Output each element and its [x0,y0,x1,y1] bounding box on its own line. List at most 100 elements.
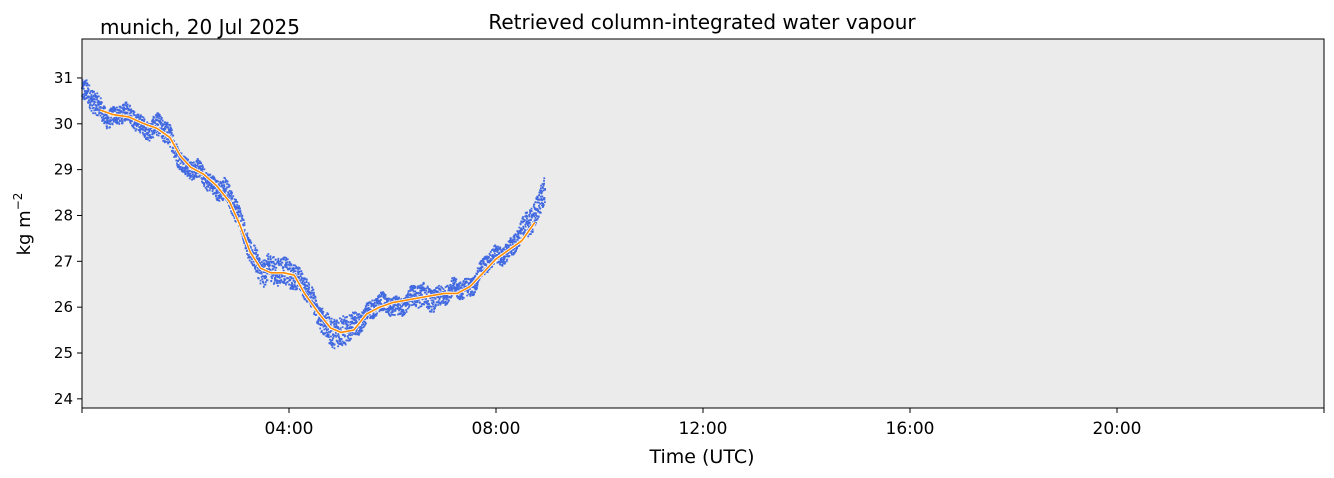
scatter-point [417,286,420,289]
scatter-point [146,121,149,124]
scatter-point [304,283,306,286]
scatter-point [415,294,417,297]
scatter-point [433,289,436,291]
scatter-point [360,327,362,330]
scatter-point [211,185,214,188]
scatter-point [133,122,136,125]
scatter-point [84,94,86,97]
scatter-point [275,279,278,281]
scatter-point [404,312,406,315]
scatter-point [114,120,117,122]
scatter-point [435,304,437,307]
scatter-point [397,313,399,316]
scatter-point [98,103,101,106]
scatter-point [378,310,381,313]
scatter-point [501,264,504,267]
scatter-point [366,302,369,304]
scatter-point [249,256,251,258]
scatter-point [446,302,448,305]
scatter-point [402,310,405,313]
scatter-point [86,92,89,95]
scatter-point [100,116,103,119]
x-axis-ticks: 04:00 08:00 12:00 16:00 20:00 [81,408,1325,439]
scatter-point [405,304,407,307]
scatter-point [252,260,255,263]
scatter-point [92,103,95,106]
scatter-point [453,281,456,284]
scatter-point [502,247,505,250]
scatter-point [268,264,271,267]
scatter-point [538,204,540,207]
scatter-point [91,91,94,94]
scatter-point [90,94,93,96]
scatter-point [389,306,392,309]
scatter-point [242,224,245,227]
scatter-point [317,306,320,309]
scatter-point [207,184,210,187]
scatter-point [135,128,138,131]
scatter-point [247,253,249,256]
scatter-point [338,317,341,320]
scatter-point [482,262,485,265]
scatter-point [311,301,314,303]
scatter-point [354,333,357,336]
scatter-point [537,215,540,218]
scatter-point [301,281,304,284]
scatter-point [191,171,194,174]
scatter-point [247,236,250,239]
scatter-point [250,260,253,263]
scatter-point [165,138,168,141]
scatter-point [256,270,259,273]
scatter-point [408,304,411,306]
scatter-point [330,320,333,323]
scatter-point [297,276,300,278]
scatter-point [365,304,368,307]
scatter-point [222,199,224,202]
scatter-point [529,224,532,227]
scatter-point [344,335,346,338]
scatter-point [108,122,111,125]
scatter-point [268,268,270,271]
scatter-point [90,109,93,112]
scatter-point [383,292,385,295]
scatter-point [102,115,105,118]
scatter-point [91,89,94,92]
scatter-point [412,290,415,293]
scatter-point [333,343,336,346]
scatter-point [227,186,230,188]
scatter-point [197,162,200,165]
scatter-point [355,319,358,322]
scatter-point [407,290,410,292]
scatter-point [525,222,528,225]
scatter-point [122,107,125,110]
scatter-point [454,280,457,283]
scatter-point [419,292,422,295]
scatter-point [427,300,429,302]
scatter-point [332,335,335,338]
scatter-point [497,247,499,250]
scatter-point [534,216,537,219]
scatter-point [373,301,376,304]
scatter-point [105,113,108,116]
scatter-point [215,180,218,183]
scatter-point [470,293,472,295]
scatter-point [290,285,293,288]
scatter-point [325,326,328,328]
scatter-point [476,273,478,275]
scatter-point [318,307,321,310]
scatter-point [345,339,348,342]
scatter-point [160,117,163,119]
scatter-point [368,308,371,311]
scatter-point [83,82,86,85]
scatter-point [442,298,445,301]
scatter-point [522,232,525,234]
scatter-point [290,284,292,287]
scatter-point [497,245,500,248]
scatter-point [103,105,106,108]
scatter-point [83,96,85,99]
scatter-point [542,198,545,201]
scatter-point [481,269,484,272]
scatter-point [362,326,365,329]
scatter-point [333,318,336,321]
scatter-point [523,232,526,234]
